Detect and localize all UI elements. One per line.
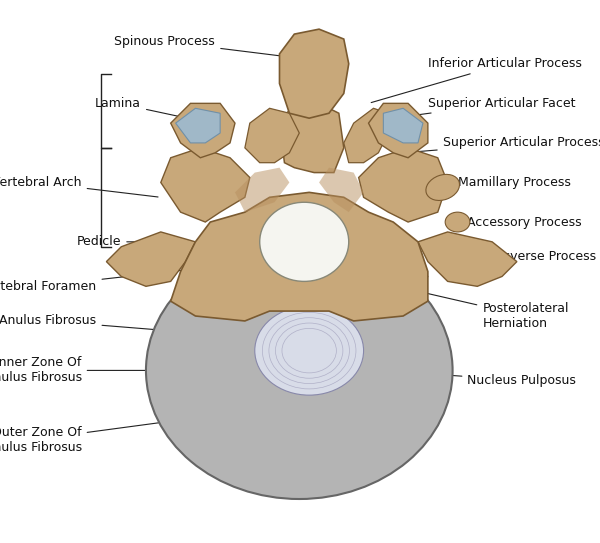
Polygon shape — [235, 168, 289, 212]
Text: Outer Zone Of
Anulus Fibrosus: Outer Zone Of Anulus Fibrosus — [0, 420, 178, 453]
Ellipse shape — [445, 212, 470, 232]
Polygon shape — [170, 103, 235, 158]
Ellipse shape — [163, 256, 436, 485]
Text: Inner Zone Of
Anulus Fibrosus: Inner Zone Of Anulus Fibrosus — [0, 356, 203, 384]
Ellipse shape — [260, 202, 349, 281]
Polygon shape — [383, 108, 423, 143]
Ellipse shape — [282, 356, 316, 384]
Polygon shape — [344, 108, 388, 163]
Ellipse shape — [172, 263, 427, 478]
Polygon shape — [245, 108, 299, 163]
Text: Lamina: Lamina — [95, 97, 208, 123]
Polygon shape — [319, 168, 364, 212]
Ellipse shape — [214, 299, 385, 442]
Ellipse shape — [257, 334, 342, 406]
Text: Inferior Articular Process: Inferior Articular Process — [371, 57, 582, 103]
Text: Anulus Fibrosus: Anulus Fibrosus — [0, 314, 168, 331]
Text: Spinous Process: Spinous Process — [115, 35, 301, 59]
Ellipse shape — [255, 306, 364, 395]
Text: Superior Articular Facet: Superior Articular Facet — [396, 97, 575, 118]
Polygon shape — [359, 148, 448, 222]
Polygon shape — [170, 192, 428, 321]
Polygon shape — [176, 108, 220, 143]
Ellipse shape — [274, 349, 325, 392]
Text: Vertebral Foramen: Vertebral Foramen — [0, 262, 257, 293]
Ellipse shape — [265, 342, 334, 399]
Polygon shape — [280, 103, 344, 173]
Text: Pedicle: Pedicle — [77, 235, 193, 248]
Text: Posterolateral
Herniation: Posterolateral Herniation — [421, 292, 569, 330]
Polygon shape — [368, 103, 428, 158]
Ellipse shape — [206, 292, 393, 449]
Polygon shape — [106, 232, 196, 286]
Ellipse shape — [426, 174, 460, 200]
Text: Transverse Process: Transverse Process — [470, 250, 596, 263]
Text: Nucleus Pulposus: Nucleus Pulposus — [381, 371, 577, 387]
Ellipse shape — [248, 327, 350, 413]
Text: Accessory Process: Accessory Process — [463, 216, 582, 229]
Ellipse shape — [223, 306, 376, 435]
Polygon shape — [418, 232, 517, 286]
Polygon shape — [280, 29, 349, 118]
Polygon shape — [344, 262, 428, 306]
Polygon shape — [161, 148, 250, 222]
Ellipse shape — [154, 249, 444, 492]
Ellipse shape — [231, 313, 367, 427]
Ellipse shape — [180, 270, 419, 470]
Ellipse shape — [239, 320, 359, 420]
Text: Superior Articular Process: Superior Articular Process — [406, 136, 600, 153]
Ellipse shape — [146, 242, 452, 499]
Ellipse shape — [188, 277, 410, 463]
Ellipse shape — [291, 363, 308, 377]
Ellipse shape — [197, 285, 401, 456]
Text: Mamillary Process: Mamillary Process — [445, 176, 571, 192]
Text: Vertebral Arch: Vertebral Arch — [0, 176, 158, 197]
